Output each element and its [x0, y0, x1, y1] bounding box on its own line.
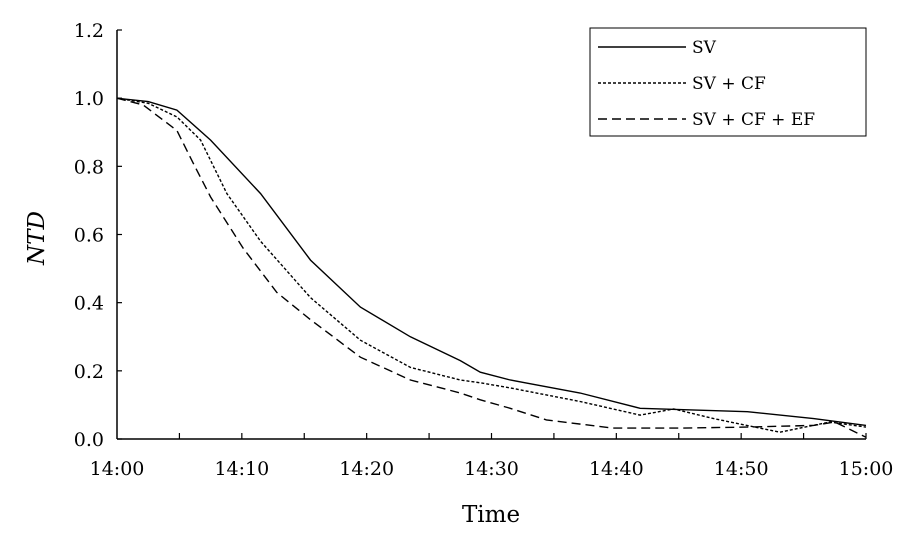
x-tick-label: 14:30: [464, 458, 519, 480]
legend-label: SV + CF + EF: [692, 110, 815, 130]
series-lines: [116, 97, 867, 438]
y-tick-label: 0.4: [74, 293, 104, 315]
x-tick-label: 14:20: [339, 458, 394, 480]
y-tick-label: 0.8: [74, 156, 104, 178]
y-tick-label: 0.0: [74, 429, 104, 451]
x-tick-label: 14:40: [589, 458, 644, 480]
legend-label: SV + CF: [692, 74, 766, 94]
y-axis-label: NTD: [24, 211, 50, 266]
series-line-sv-cf-ef: [116, 97, 867, 438]
x-axis-label: Time: [462, 502, 520, 528]
x-tick-label: 14:00: [90, 458, 145, 480]
x-tick-label: 14:10: [214, 458, 269, 480]
y-tick-label: 1.0: [74, 88, 104, 110]
series-line-sv-cf: [116, 97, 867, 433]
legend-box: [589, 27, 867, 137]
y-tick-label: 0.2: [74, 361, 104, 383]
y-tick-label: 1.2: [74, 20, 104, 42]
y-tick-label: 0.6: [74, 225, 104, 247]
legend: SV SV + CF SV + CF + EF: [589, 27, 867, 137]
x-tick-label: 15:00: [839, 458, 894, 480]
axes: 0.0 0.2 0.4 0.6 0.8 1.0 1.2 14:00 14:10 14:20 14:3…: [74, 20, 894, 480]
legend-label: SV: [692, 38, 717, 58]
series-line-sv: [116, 97, 867, 427]
x-tick-label: 14:50: [714, 458, 769, 480]
